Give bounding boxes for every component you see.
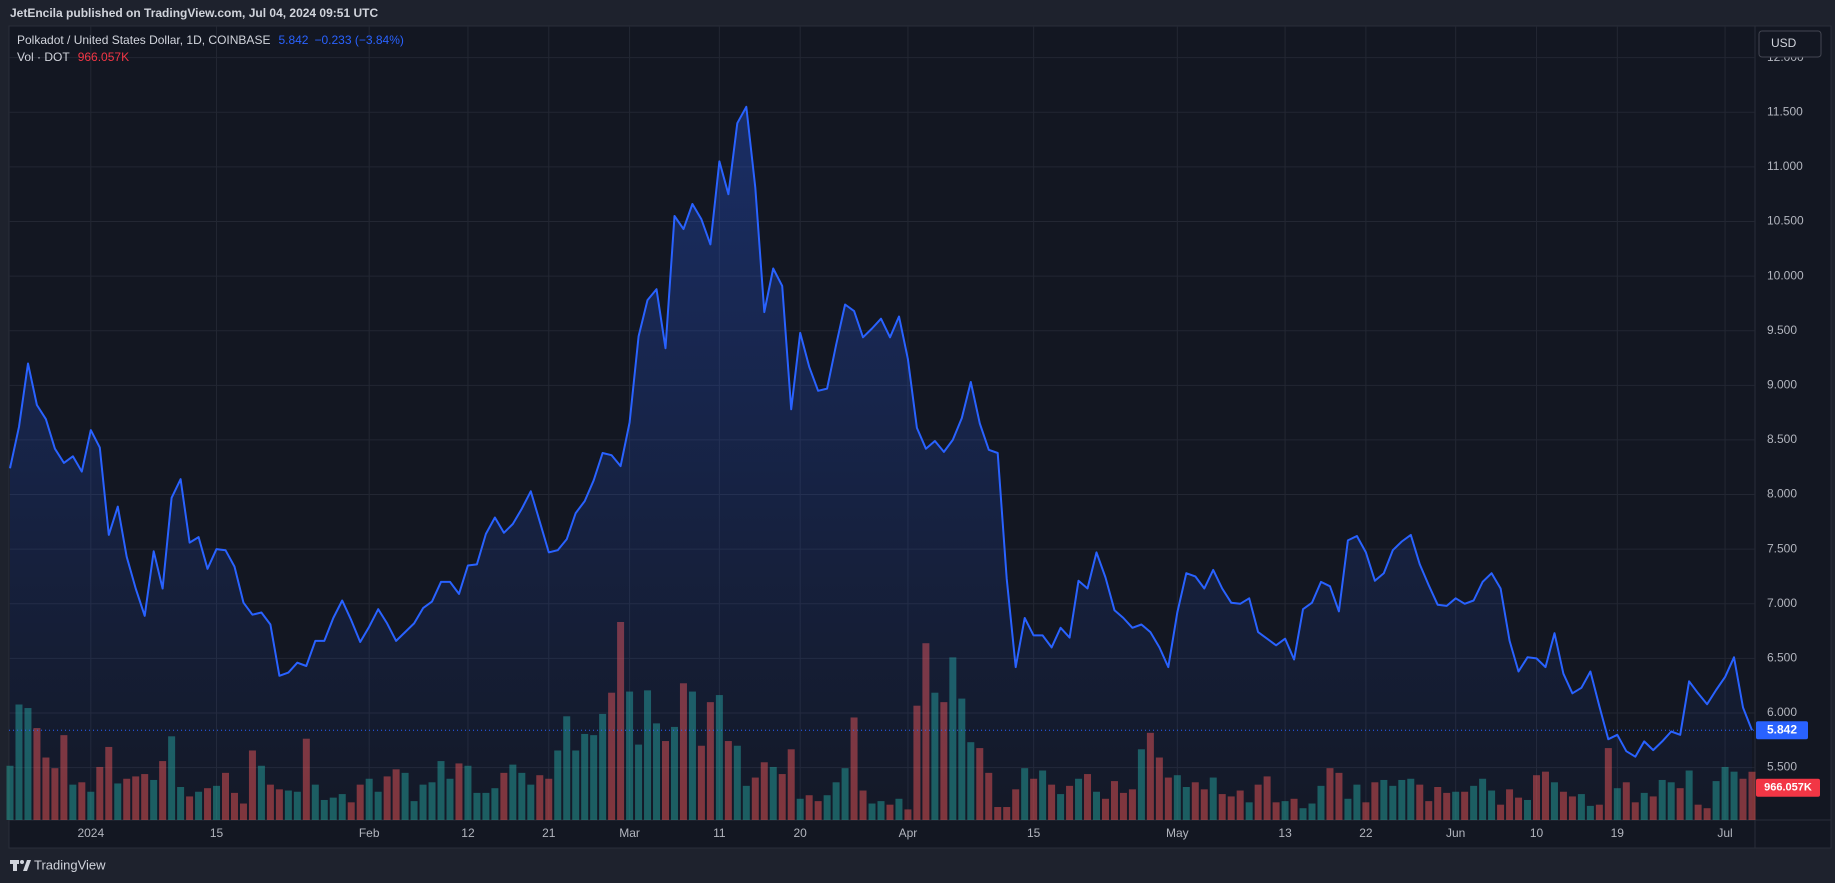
legend-volume-name: Vol · DOT	[17, 50, 70, 64]
currency-label[interactable]: USD	[1771, 36, 1797, 50]
last-price-label: 5.842	[1767, 722, 1797, 736]
x-tick-label: Mar	[619, 826, 640, 840]
y-tick-label: 11.000	[1767, 159, 1803, 173]
brand-logo	[10, 860, 31, 871]
x-tick-label: 21	[542, 826, 556, 840]
logo-part	[20, 860, 24, 864]
plot-layer: 5.500 6.000 6.500 7.000 7.500 8.000 8.500 9.000…	[6, 26, 1820, 840]
legend: Polkadot / United States Dollar, 1D, COI…	[17, 33, 404, 64]
legend-last-price: 5.842	[278, 33, 308, 47]
currency-button[interactable]	[1758, 30, 1822, 58]
x-tick-label: 2024	[77, 826, 104, 840]
publish-header: JetEncila published on TradingView.com, …	[10, 6, 378, 20]
y-tick-label: 7.000	[1767, 596, 1797, 610]
x-tick-label: 19	[1611, 826, 1625, 840]
x-tick-label: 13	[1278, 826, 1292, 840]
y-tick-label: 6.000	[1767, 705, 1797, 719]
brand-name: TradingView	[34, 857, 106, 872]
x-tick-label: Jul	[1717, 826, 1732, 840]
y-tick-label: 9.500	[1767, 323, 1797, 337]
legend-volume-last: 966.057K	[78, 50, 129, 64]
legend-title: Polkadot / United States Dollar, 1D, COI…	[17, 33, 270, 47]
y-tick-label: 7.500	[1767, 541, 1797, 555]
logo-part	[13, 860, 17, 871]
y-tick-label: 8.000	[1767, 487, 1797, 501]
y-tick-label: 6.500	[1767, 651, 1797, 665]
x-tick-label: 12	[461, 826, 475, 840]
last-price-tag	[1756, 721, 1808, 740]
x-tick-label: 10	[1530, 826, 1544, 840]
y-tick-label: 8.500	[1767, 432, 1797, 446]
x-tick-label: Jun	[1446, 826, 1465, 840]
x-tick-label: 15	[210, 826, 224, 840]
x-tick-label: 11	[713, 826, 726, 840]
x-tick-label: 15	[1027, 826, 1041, 840]
y-tick-label: 10.500	[1767, 214, 1804, 228]
volume-tag-label: 966.057K	[1764, 782, 1812, 794]
x-tick-label: Apr	[899, 826, 918, 840]
logo-part	[23, 860, 31, 871]
x-tick-label: 22	[1359, 826, 1373, 840]
x-tick-label: 20	[794, 826, 808, 840]
y-tick-label: 5.500	[1767, 760, 1797, 774]
x-tick-label: May	[1166, 826, 1189, 840]
y-tick-label: 11.500	[1767, 104, 1803, 118]
price-line	[9, 105, 1753, 758]
x-tick-label: Feb	[359, 826, 380, 840]
y-tick-label: 9.000	[1767, 377, 1797, 391]
y-tick-label: 10.000	[1767, 268, 1804, 282]
volume-tag	[1756, 778, 1820, 797]
legend-change: −0.233 (−3.84%)	[314, 33, 403, 47]
price-area	[10, 106, 1752, 821]
